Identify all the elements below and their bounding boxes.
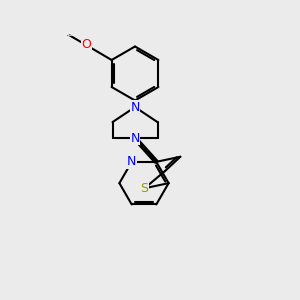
Text: O: O <box>81 38 91 52</box>
Text: S: S <box>140 182 148 195</box>
Text: N: N <box>130 132 140 145</box>
Text: N: N <box>130 100 140 114</box>
Text: methoxy: methoxy <box>67 35 73 36</box>
Text: methoxy: methoxy <box>70 34 76 35</box>
Text: N: N <box>127 155 136 168</box>
